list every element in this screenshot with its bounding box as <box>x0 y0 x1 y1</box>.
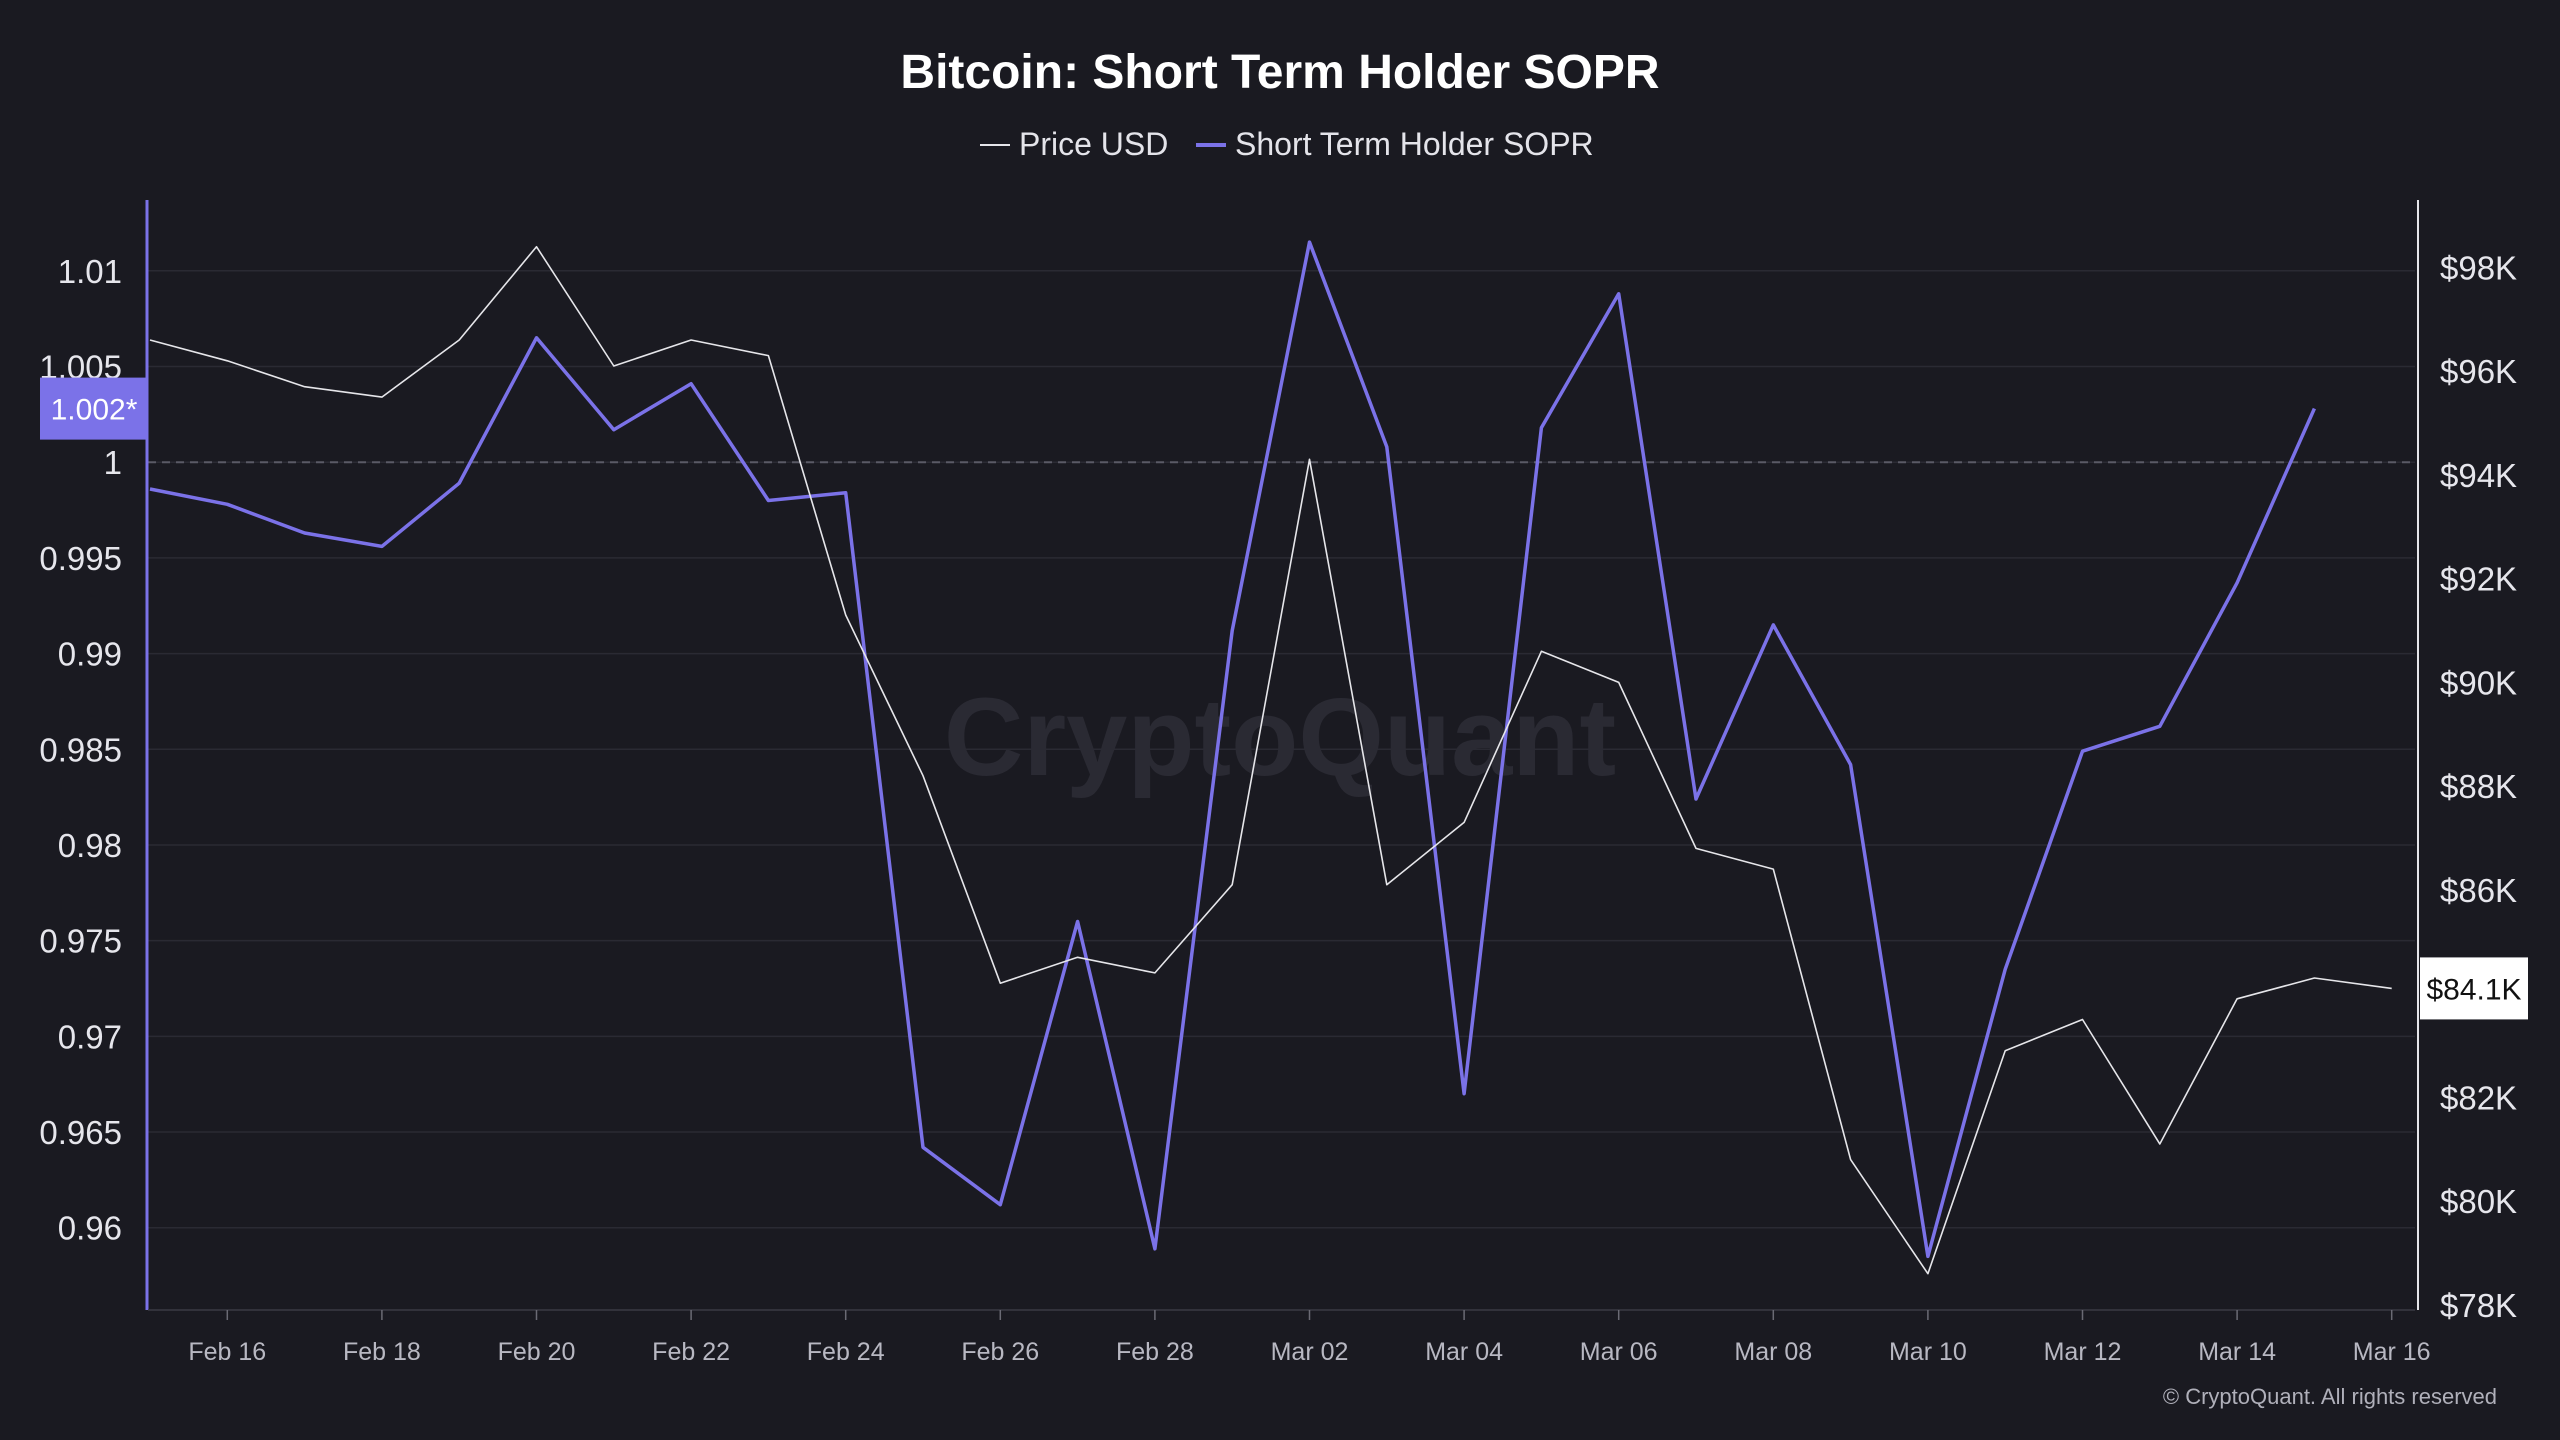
y-right-tick-label: $78K <box>2440 1287 2517 1324</box>
x-tick-label: Feb 24 <box>807 1338 885 1366</box>
x-tick-label: Mar 02 <box>1271 1338 1349 1366</box>
y-left-tick-label: 0.99 <box>58 636 122 673</box>
legend-label-price: Price USD <box>1019 126 1168 162</box>
y-left-tick-label: 1.01 <box>58 253 122 290</box>
y-left-tick-label: 0.995 <box>39 540 122 577</box>
y-left-tick-label: 0.97 <box>58 1018 122 1055</box>
y-right-tick-label: $94K <box>2440 457 2517 494</box>
current-price-label: $84.1K <box>2426 973 2521 1006</box>
x-tick-label: Feb 20 <box>498 1338 576 1366</box>
y-left-tick-label: 0.975 <box>39 923 122 960</box>
x-tick-label: Feb 22 <box>652 1338 730 1366</box>
y-right-tick-label: $98K <box>2440 249 2517 286</box>
y-left-tick-label: 0.985 <box>39 731 122 768</box>
x-tick-label: Mar 14 <box>2198 1338 2276 1366</box>
legend: Price USD Short Term Holder SOPR <box>980 126 1594 162</box>
tick-labels: 0.96 0.965 0.97 0.975 0.98 0.985 0.99 0.995 1 1.0… <box>39 249 2517 1366</box>
legend-item-price[interactable]: Price USD <box>980 126 1168 162</box>
watermark-text: CryptoQuant <box>944 676 1616 799</box>
y-right-tick-label: $90K <box>2440 664 2517 701</box>
y-right-tick-label: $92K <box>2440 561 2517 598</box>
x-tick-label: Mar 12 <box>2044 1338 2122 1366</box>
x-tick-label: Feb 26 <box>961 1338 1039 1366</box>
series-line-sopr <box>149 240 2316 1259</box>
series-line-price <box>149 245 2392 1275</box>
y-right-tick-label: $86K <box>2440 872 2517 909</box>
y-right-tick-label: $88K <box>2440 768 2517 805</box>
copyright-text: © CryptoQuant. All rights reserved <box>2163 1384 2497 1409</box>
y-right-tick-label: $96K <box>2440 353 2517 390</box>
x-tick-label: Mar 10 <box>1889 1338 1967 1366</box>
y-right-tick-label: $80K <box>2440 1183 2517 1220</box>
y-left-tick-label: 0.98 <box>58 827 122 864</box>
x-tick-label: Feb 18 <box>343 1338 421 1366</box>
current-sopr-badge <box>40 377 148 440</box>
grid-lines <box>148 270 2415 1229</box>
current-value-markers: 1.002* $84.1K <box>40 377 2528 1020</box>
chart-title: Bitcoin: Short Term Holder SOPR <box>900 46 1659 99</box>
y-left-tick-label: 1 <box>104 444 122 481</box>
x-tick-label: Mar 04 <box>1425 1338 1503 1366</box>
legend-item-sopr[interactable]: Short Term Holder SOPR <box>1196 126 1594 162</box>
legend-label-sopr: Short Term Holder SOPR <box>1235 126 1594 162</box>
y-left-tick-label: 0.96 <box>58 1210 122 1247</box>
series-lines <box>149 240 2392 1275</box>
x-tick-label: Feb 16 <box>188 1338 266 1366</box>
x-tick-label: Mar 16 <box>2353 1338 2431 1366</box>
x-tick-label: Mar 06 <box>1580 1338 1658 1366</box>
x-tick-label: Mar 08 <box>1734 1338 1812 1366</box>
x-tick-label: Feb 28 <box>1116 1338 1194 1366</box>
current-sopr-label: 1.002* <box>51 394 138 427</box>
y-left-tick-label: 0.965 <box>39 1114 122 1151</box>
y-right-tick-label: $82K <box>2440 1079 2517 1116</box>
current-price-badge <box>2420 957 2528 1020</box>
